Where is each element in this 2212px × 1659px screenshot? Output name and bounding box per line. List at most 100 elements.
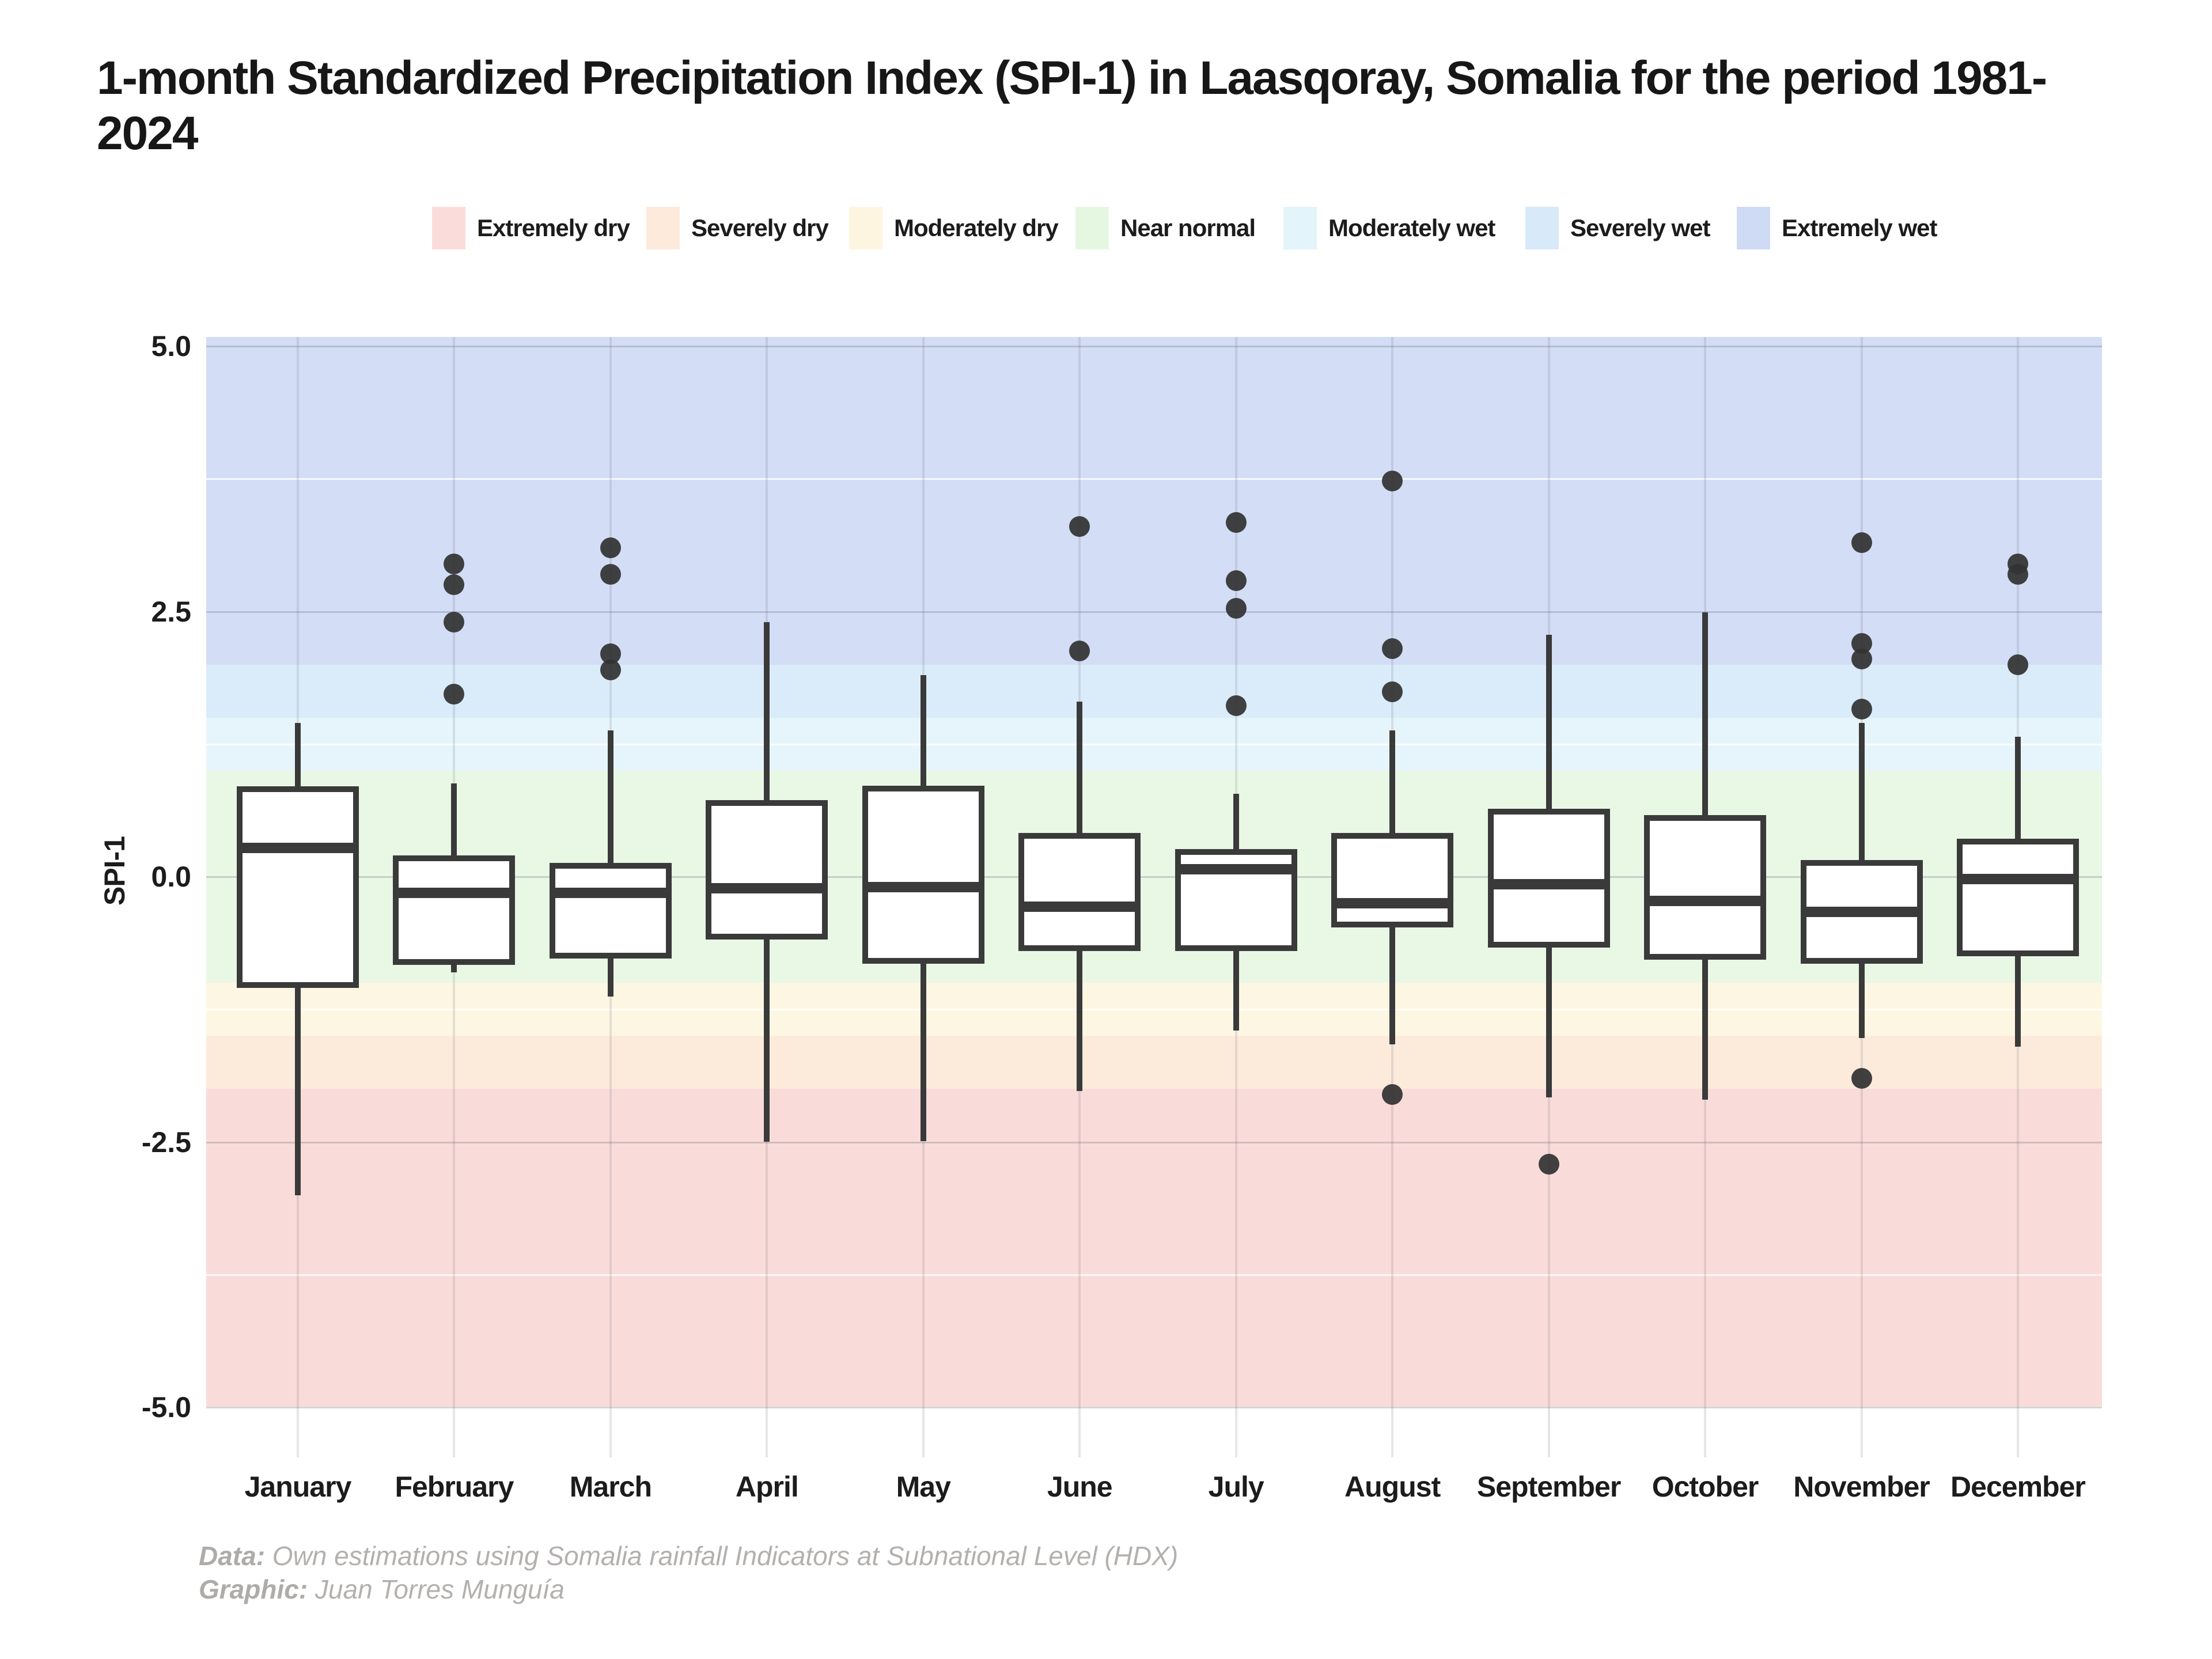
median-may — [862, 882, 984, 893]
outlier-dot-july — [1225, 512, 1247, 533]
whisker-lower-may — [920, 964, 926, 1141]
severely-dry-swatch-icon — [646, 207, 680, 249]
extremely-wet-swatch-icon — [1737, 207, 1770, 249]
outlier-dot-february — [444, 553, 465, 574]
legend-label: Moderately dry — [894, 214, 1059, 241]
outlier-dot-march — [600, 564, 621, 585]
median-august — [1331, 898, 1454, 909]
outlier-dot-july — [1225, 570, 1247, 592]
gridline-major — [206, 346, 2102, 347]
whisker-lower-october — [1702, 959, 1709, 1100]
whisker-lower-august — [1389, 927, 1396, 1045]
whisker-upper-july — [1233, 794, 1239, 850]
outlier-dot-november — [1851, 532, 1872, 553]
gridline-major — [206, 1141, 2102, 1143]
outlier-dot-june — [1069, 640, 1090, 661]
legend-item-near-normal: Near normal — [1075, 206, 1256, 250]
boxplot-box-september — [1487, 809, 1610, 948]
median-january — [237, 843, 359, 854]
legend-item-severely-dry: Severely dry — [646, 206, 829, 250]
outlier-dot-march — [600, 659, 621, 680]
x-tick-label-may: May — [896, 1471, 951, 1503]
boxplot-box-may — [862, 785, 984, 964]
whisker-lower-december — [2014, 956, 2021, 1047]
outlier-dot-march — [600, 537, 621, 558]
legend-item-moderately-dry: Moderately dry — [849, 206, 1059, 250]
whisker-lower-april — [764, 939, 770, 1142]
x-tick-label-july: July — [1208, 1471, 1264, 1503]
severely-wet-swatch-icon — [1525, 207, 1559, 249]
outlier-dot-december — [2007, 564, 2028, 585]
whisker-lower-february — [451, 964, 457, 972]
gridline-minor — [206, 478, 2102, 480]
legend-item-extremely-wet: Extremely wet — [1737, 206, 1937, 250]
whisker-upper-april — [764, 622, 770, 801]
legend-label: Severely wet — [1570, 214, 1711, 241]
y-tick-label: 5.0 — [151, 330, 191, 362]
moderately-dry-swatch-icon — [849, 207, 882, 249]
x-tick-label-december: December — [1950, 1471, 2086, 1503]
boxplot-box-february — [393, 855, 516, 965]
outlier-dot-august — [1382, 681, 1403, 703]
footer-graphic-text: Juan Torres Munguía — [308, 1574, 565, 1604]
whisker-lower-november — [1858, 964, 1865, 1038]
band-extremely-dry — [206, 1089, 2102, 1407]
median-june — [1018, 901, 1141, 912]
legend-item-severely-wet: Severely wet — [1525, 206, 1711, 250]
outlier-dot-february — [444, 611, 465, 632]
footer-credits: Data: Own estimations using Somalia rain… — [199, 1539, 1178, 1606]
footer-data-prefix: Data: — [199, 1541, 266, 1571]
whisker-upper-december — [2014, 736, 2021, 839]
outlier-dot-july — [1225, 597, 1247, 619]
legend-item-extremely-dry: Extremely dry — [432, 206, 630, 250]
boxplot-box-october — [1644, 815, 1767, 960]
outlier-dot-august — [1382, 638, 1403, 659]
outlier-dot-september — [1538, 1154, 1559, 1175]
legend-label: Extremely wet — [1782, 214, 1937, 241]
whisker-upper-march — [607, 730, 613, 863]
outlier-dot-november — [1851, 649, 1872, 670]
whisker-upper-january — [295, 722, 301, 787]
whisker-upper-june — [1077, 702, 1083, 834]
median-september — [1487, 878, 1610, 889]
gridline-minor — [206, 1274, 2102, 1276]
x-tick-label-march: March — [569, 1471, 652, 1503]
legend-label: Extremely dry — [477, 214, 630, 241]
boxplot-box-january — [237, 786, 359, 988]
median-december — [1956, 873, 2079, 884]
median-november — [1800, 906, 1923, 917]
x-tick-label-february: February — [395, 1471, 514, 1503]
legend-label: Severely dry — [691, 214, 829, 241]
whisker-lower-june — [1077, 950, 1083, 1092]
outlier-dot-november — [1851, 1067, 1872, 1089]
band-severely-dry — [206, 1036, 2102, 1089]
whisker-upper-august — [1389, 730, 1396, 834]
y-tick-label: -2.5 — [141, 1126, 191, 1158]
y-tick-label: 2.5 — [151, 595, 191, 628]
gridline-minor — [206, 743, 2102, 745]
boxplot-box-march — [549, 863, 672, 959]
y-tick-label: 0.0 — [151, 861, 191, 893]
gridline-major — [206, 1407, 2102, 1408]
whisker-lower-march — [607, 958, 613, 997]
whisker-upper-september — [1546, 635, 1552, 809]
footer-graphic-prefix: Graphic: — [199, 1574, 308, 1604]
x-tick-label-august: August — [1344, 1471, 1441, 1503]
band-near-normal — [206, 770, 2102, 983]
whisker-lower-january — [295, 988, 301, 1195]
outlier-dot-february — [444, 574, 465, 596]
outlier-dot-june — [1069, 516, 1090, 537]
whisker-upper-february — [451, 783, 457, 856]
x-tick-label-april: April — [735, 1471, 799, 1503]
outlier-dot-february — [444, 684, 465, 705]
legend-label: Moderately wet — [1328, 214, 1495, 241]
outlier-dot-august — [1382, 1084, 1403, 1105]
footer-data-text: Own estimations using Somalia rainfall I… — [265, 1541, 1179, 1571]
outlier-dot-august — [1382, 470, 1403, 491]
near-normal-swatch-icon — [1075, 207, 1109, 249]
median-march — [549, 887, 672, 898]
footer-graphic-line: Graphic: Juan Torres Munguía — [199, 1573, 1178, 1606]
x-tick-label-september: September — [1476, 1471, 1621, 1503]
whisker-upper-may — [920, 675, 926, 786]
